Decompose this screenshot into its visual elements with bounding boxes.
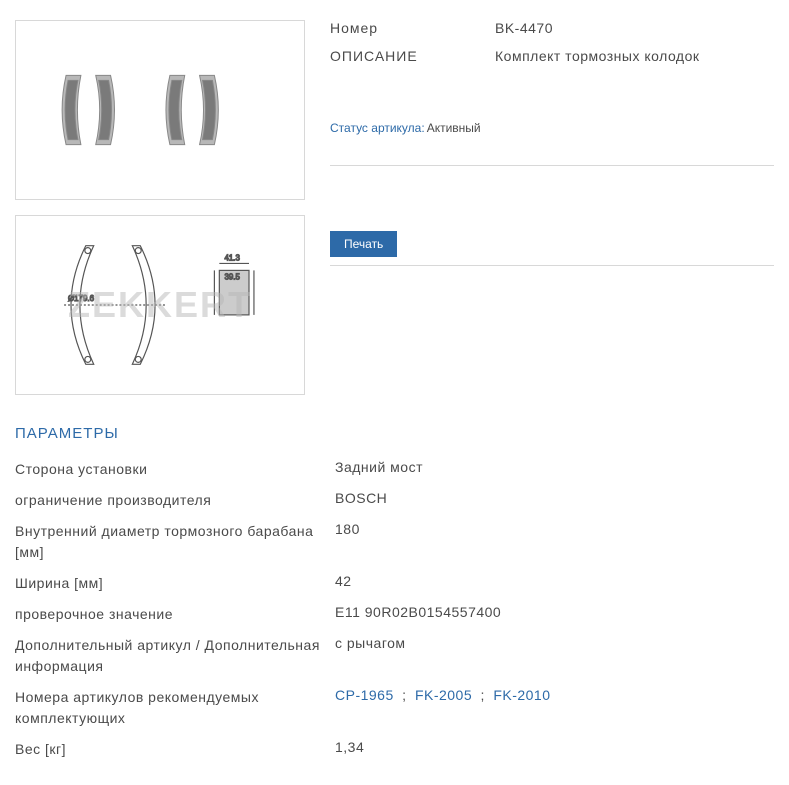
article-link[interactable]: CP-1965 [335,687,394,703]
number-row: Номер BK-4470 [330,20,774,36]
param-row: ограничение производителя BOSCH [15,485,774,516]
param-row: Вес [кг] 1,34 [15,734,774,765]
separator: ; [481,687,485,703]
param-value: 1,34 [335,739,774,760]
params-title: ПАРАМЕТРЫ [15,425,774,442]
param-label: Дополнительный артикул / Дополнительная … [15,635,335,677]
param-row: проверочное значение E11 90R02B015455740… [15,599,774,630]
description-value: Комплект тормозных колодок [495,48,774,64]
divider [330,265,774,266]
param-row: Ширина [мм] 42 [15,568,774,599]
param-row: Внутренний диаметр тормозного барабана [… [15,516,774,568]
param-value: E11 90R02B0154557400 [335,604,774,625]
status-value: Активный [427,121,481,135]
number-value: BK-4470 [495,20,774,36]
param-label: Номера артикулов рекомендуемых комплекту… [15,687,335,729]
param-value: Задний мост [335,459,774,480]
param-label: проверочное значение [15,604,335,625]
status-row: Статус артикула: Активный [330,121,774,135]
param-row: Сторона установки Задний мост [15,454,774,485]
param-value: с рычагом [335,635,774,677]
param-value: BOSCH [335,490,774,511]
article-link[interactable]: FK-2010 [493,687,550,703]
param-label: ограничение производителя [15,490,335,511]
status-label: Статус артикула: [330,121,425,135]
param-label: Вес [кг] [15,739,335,760]
param-label: Ширина [мм] [15,573,335,594]
description-row: ОПИСАНИЕ Комплект тормозных колодок [330,48,774,64]
product-images: 41.3 39.5 Ø179.6 ZEKKERT [15,20,305,395]
article-link[interactable]: FK-2005 [415,687,472,703]
svg-text:Ø179.6: Ø179.6 [68,294,95,303]
param-value: 180 [335,521,774,563]
product-drawing: 41.3 39.5 Ø179.6 ZEKKERT [15,215,305,395]
description-label: ОПИСАНИЕ [330,48,495,64]
svg-text:41.3: 41.3 [224,254,240,263]
divider [330,165,774,166]
param-row: Номера артикулов рекомендуемых комплекту… [15,682,774,734]
param-label: Внутренний диаметр тормозного барабана [… [15,521,335,563]
svg-text:39.5: 39.5 [224,272,240,281]
print-button[interactable]: Печать [330,231,397,257]
product-photo [15,20,305,200]
param-value: 42 [335,573,774,594]
param-row: Дополнительный артикул / Дополнительная … [15,630,774,682]
number-label: Номер [330,20,495,36]
param-value-links: CP-1965 ; FK-2005 ; FK-2010 [335,687,774,729]
param-label: Сторона установки [15,459,335,480]
separator: ; [402,687,406,703]
